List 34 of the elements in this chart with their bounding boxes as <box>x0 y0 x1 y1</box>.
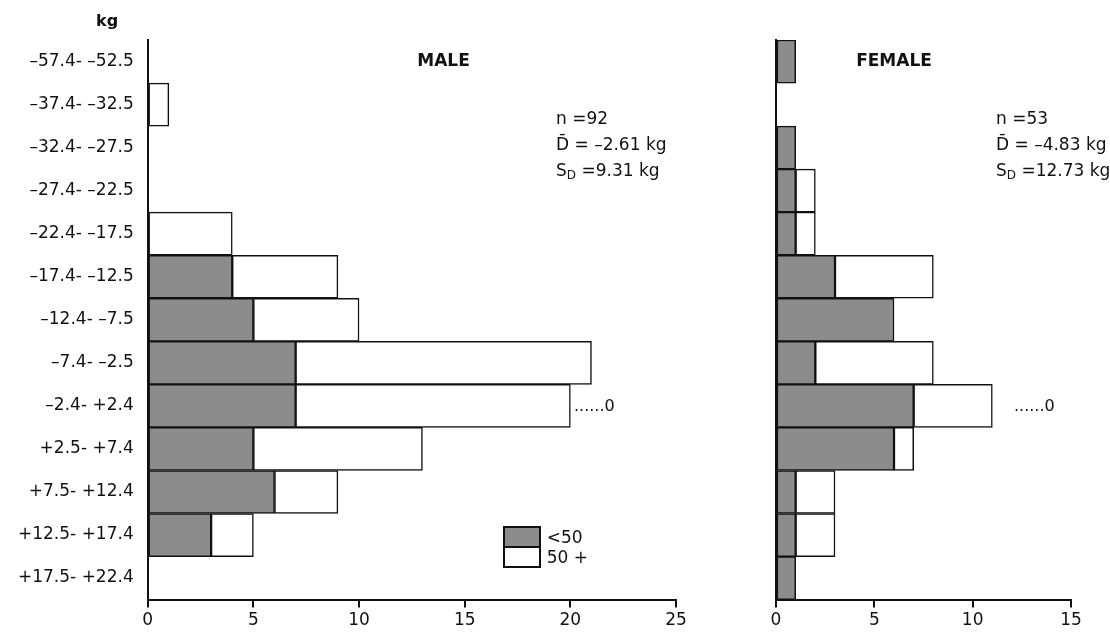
text: FEMALE <box>856 50 932 71</box>
annotation: ......0 <box>1014 395 1055 415</box>
x-tick-label: 15 <box>453 609 476 630</box>
x-tick-label: 0 <box>770 609 782 630</box>
x-tick-label: 10 <box>348 609 370 630</box>
x-tick-label: 10 <box>961 609 984 630</box>
x-tick-label: 5 <box>247 609 259 630</box>
y-tick-label: +17.5- +22.4 <box>18 566 134 587</box>
x-tick-label: 25 <box>665 609 687 630</box>
annotation: D̄ = –2.61 kg <box>556 133 667 155</box>
y-axis-title: kg <box>96 11 119 31</box>
y-tick-label: –27.4- –22.5 <box>29 179 134 200</box>
x-tick-label: 20 <box>559 609 582 630</box>
text: 50 + <box>546 547 588 567</box>
y-tick-label: –37.4- –32.5 <box>29 92 134 113</box>
text: MALE <box>417 50 470 71</box>
annotation: D̄ = –4.83 kg <box>996 133 1107 155</box>
annotation: n =53 <box>996 108 1049 129</box>
y-tick-label: –57.4- –52.5 <box>29 49 134 70</box>
y-tick-label: –22.4- –17.5 <box>29 222 134 243</box>
y-tick-label: –17.4- –12.5 <box>29 265 134 286</box>
y-tick-label: +12.5- +17.4 <box>18 523 134 544</box>
annotation: n =92 <box>556 108 609 129</box>
y-tick-label: +2.5- +7.4 <box>39 437 134 458</box>
x-tick-label: 5 <box>868 609 880 630</box>
legend-label: <50 <box>546 527 583 547</box>
y-tick-label: –2.4- +2.4 <box>45 394 134 415</box>
y-tick-label: –7.4- –2.5 <box>51 351 134 372</box>
y-tick-label: –32.4- –27.5 <box>29 136 134 157</box>
y-tick-label: –12.4- –7.5 <box>40 308 134 329</box>
annotation: ......0 <box>574 395 615 415</box>
y-tick-label: +7.5- +12.4 <box>28 480 134 501</box>
x-tick-label: 0 <box>142 609 154 630</box>
x-tick-label: 15 <box>1060 609 1082 630</box>
